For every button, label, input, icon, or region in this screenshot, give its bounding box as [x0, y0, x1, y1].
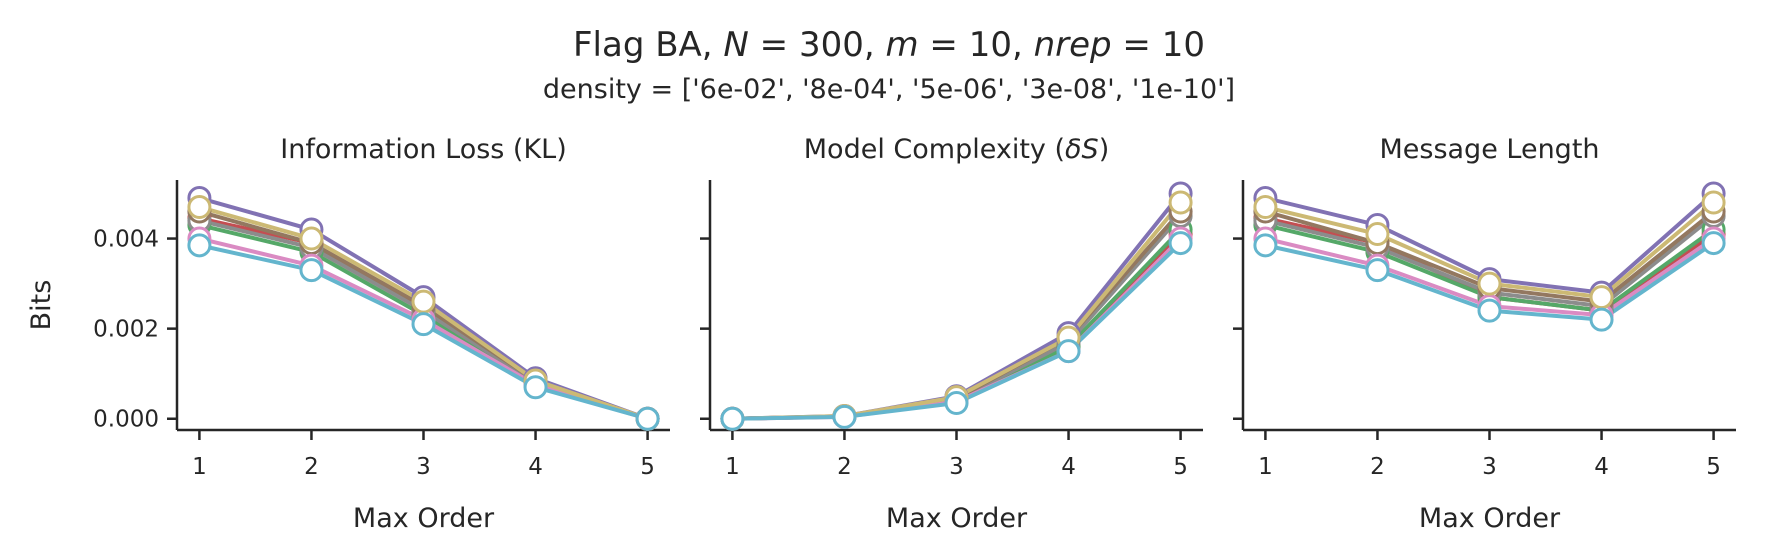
data-point: [720, 406, 745, 431]
data-point: [1477, 298, 1502, 323]
x-tick-label: 4: [1061, 454, 1076, 480]
data-point: [1589, 307, 1614, 332]
x-tick-label: 2: [304, 454, 319, 480]
data-point: [1365, 222, 1390, 247]
y-tick-label: 0.000: [93, 407, 159, 433]
data-point: [1056, 339, 1081, 364]
x-tick-label: 1: [192, 454, 207, 480]
data-point: [299, 258, 324, 283]
y-tick-label: 0.004: [93, 227, 159, 253]
chart-subtitle: density = ['6e-02', '8e-04', '5e-06', '3…: [543, 74, 1235, 105]
x-axis-label: Max Order: [353, 503, 495, 534]
data-point: [411, 289, 436, 314]
data-point: [1365, 258, 1390, 283]
data-point: [1168, 231, 1193, 256]
panel-2: Model Complexity (δS) 1 2 3 4 5 Max Order: [700, 134, 1203, 534]
data-point: [187, 233, 212, 258]
x-tick-label: 4: [528, 454, 543, 480]
x-tick-label: 2: [1370, 454, 1385, 480]
panels: Information Loss (KL) 0.000 0.002 0.004 1 2 3 4…: [93, 134, 1736, 534]
x-tick-label: 5: [1706, 454, 1721, 480]
data-point: [187, 195, 212, 220]
data-point: [523, 375, 548, 400]
data-point: [1253, 233, 1278, 258]
x-tick-label: 5: [1173, 454, 1188, 480]
y-axis-label: Bits: [26, 280, 57, 331]
data-point: [635, 406, 660, 431]
data-point: [1168, 190, 1193, 215]
panel-title: Model Complexity (δS): [804, 134, 1109, 165]
panel-3: Message Length 1 2 3 4 5 Max Order: [1233, 134, 1736, 534]
data-point: [944, 390, 969, 415]
x-axis-label: Max Order: [1419, 503, 1561, 534]
data-point: [411, 312, 436, 337]
data-point: [1253, 195, 1278, 220]
x-tick-label: 2: [837, 454, 852, 480]
data-point: [1701, 190, 1726, 215]
panel-1: Information Loss (KL) 0.000 0.002 0.004 1 2 3 4…: [93, 134, 670, 534]
data-point: [299, 226, 324, 251]
data-point: [1701, 231, 1726, 256]
data-point: [1477, 271, 1502, 296]
x-tick-label: 1: [1258, 454, 1273, 480]
x-tick-label: 3: [1482, 454, 1497, 480]
panel-title: Message Length: [1379, 134, 1599, 165]
data-point: [832, 404, 857, 429]
x-tick-label: 1: [725, 454, 740, 480]
x-tick-label: 5: [640, 454, 655, 480]
data-point: [1589, 285, 1614, 310]
x-tick-label: 4: [1594, 454, 1609, 480]
y-tick-label: 0.002: [93, 317, 159, 343]
x-tick-label: 3: [949, 454, 964, 480]
panel-title: Information Loss (KL): [280, 134, 567, 165]
x-axis-label: Max Order: [886, 503, 1028, 534]
chart-title: Flag BA, N = 300, m = 10, nrep = 10: [573, 25, 1205, 65]
x-tick-label: 3: [416, 454, 431, 480]
